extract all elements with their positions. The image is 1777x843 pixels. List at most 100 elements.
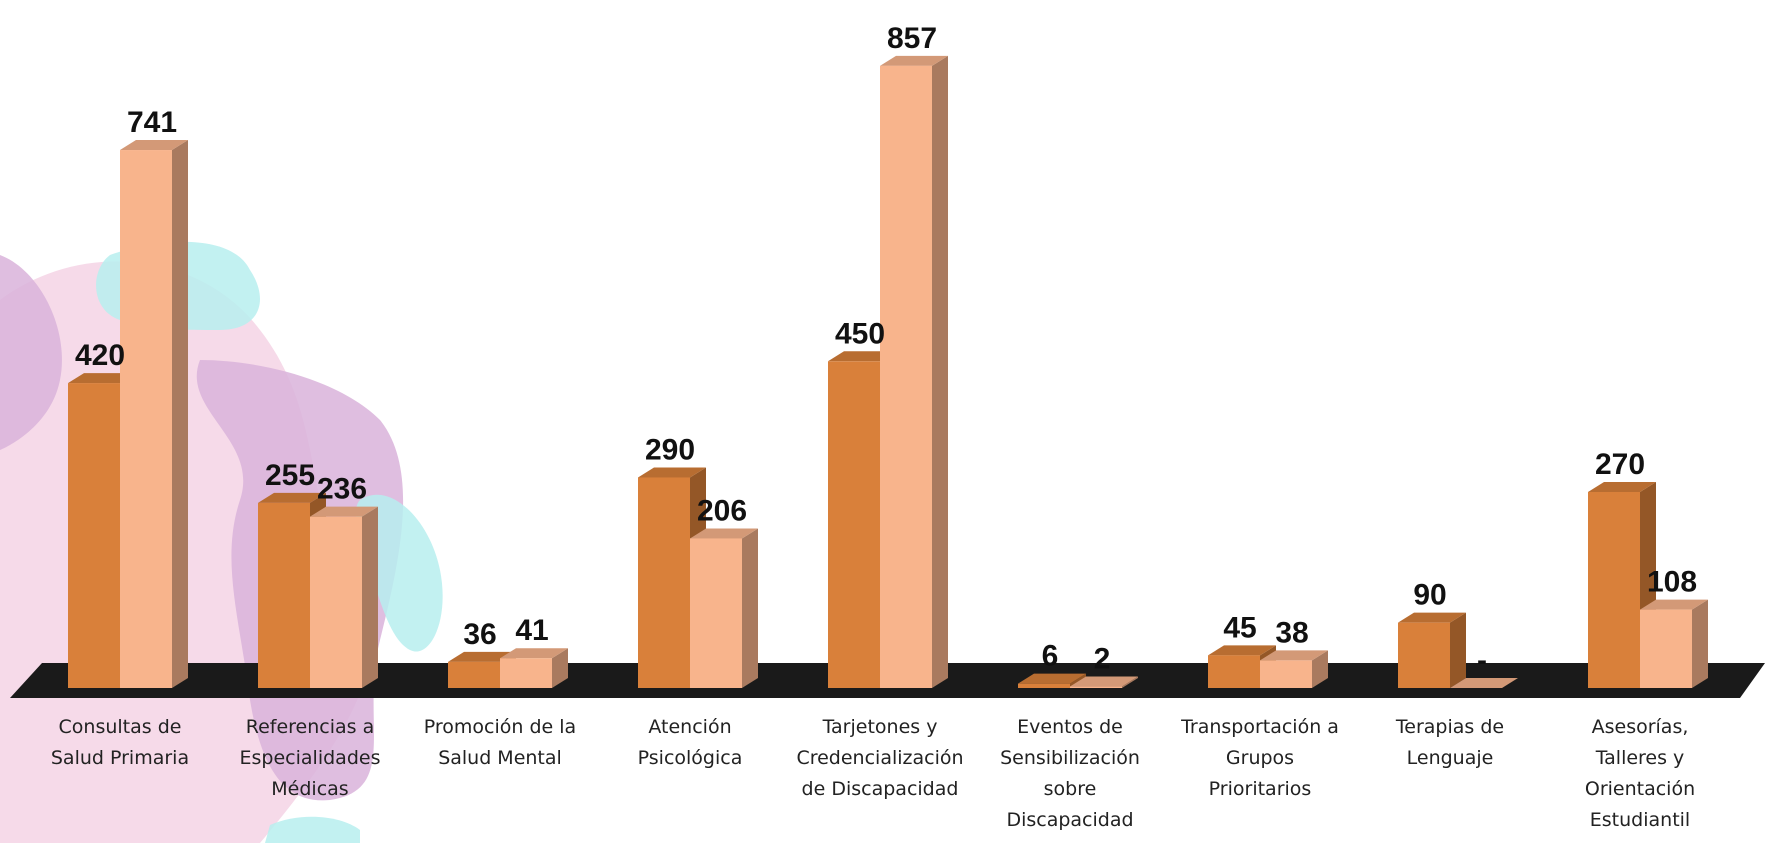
category-label-line: Salud Primaria [51,747,189,769]
bar-side [552,648,568,688]
category-label-line: Estudiantil [1590,809,1690,831]
category-label-line: Especialidades [240,747,381,769]
data-label: 255 [265,459,315,492]
category-label-line: Referencias a [246,716,375,738]
bar-top [690,528,758,539]
bar-side [1692,599,1708,688]
category-label: Consultas de Salud Primaria [51,716,189,769]
bar-top [1070,676,1138,687]
bar-4-series-1 [880,55,948,689]
bar-front [1260,660,1312,688]
category-label: Transportación a Grupos Prioritarios [1180,716,1339,800]
purple-blob [0,255,62,450]
data-label: 290 [645,433,695,466]
bar-front [120,150,172,688]
bar-front [310,516,362,688]
category-label-line: Sensibilización [1000,747,1140,769]
bar-front [258,502,310,688]
category-label-line: Consultas de [59,716,182,738]
bar-front [1018,683,1070,688]
category-label-line: Psicológica [638,747,743,769]
data-label: 36 [463,618,496,651]
data-label: 420 [75,339,125,372]
data-label: 41 [515,614,548,647]
bar-top [1588,481,1656,492]
category-label-line: Terapias de [1395,716,1504,738]
category-label-line: Lenguaje [1407,747,1494,769]
bar-front [1588,491,1640,688]
bar-top [638,467,706,478]
category-label: Eventos de Sensibilización sobre Discapacid… [1000,716,1140,831]
data-label: 90 [1413,579,1446,612]
bar-7-series-0 [1398,612,1466,688]
data-label: 857 [887,22,937,55]
category-label-line: Asesorías, [1592,716,1689,738]
bar-front [880,65,932,689]
bar-front [690,538,742,688]
bar-top [1398,612,1466,623]
bar-top [880,55,948,66]
category-label: Promoción de la Salud Mental [424,716,576,769]
category-label-line: Prioritarios [1209,778,1312,800]
bar-6-series-1 [1260,650,1328,688]
category-label-line: Orientación [1585,778,1695,800]
category-label-line: Credencialización [796,747,963,769]
bar-top [1260,650,1328,661]
bar-top [258,492,326,503]
bar-top [1018,673,1086,684]
bar-front [500,658,552,688]
bar-top [828,351,896,362]
bar-top [1208,645,1276,656]
bar-front [1070,686,1122,688]
cyan-blob-3 [265,816,360,843]
data-label: 450 [835,317,885,350]
bar-top [500,648,568,659]
category-label-line: Salud Mental [438,747,562,769]
bar-side [1450,612,1466,688]
data-label: - [1477,644,1487,677]
bar-top [1640,599,1708,610]
data-label: 6 [1042,640,1059,673]
bar-front [638,477,690,688]
category-label-line: Transportación a [1180,716,1339,738]
category-label-line: Grupos [1226,747,1294,769]
category-label-line: Atención [648,716,731,738]
category-label: Asesorías, Talleres y Orientación Estudiant… [1585,716,1695,831]
data-label: 741 [127,106,177,139]
bar-top [448,651,516,662]
category-label: Referencias a Especialidades Médicas [240,716,381,800]
bar-8-series-1 [1640,599,1708,688]
category-label-line: de Discapacidad [802,778,959,800]
data-label: 108 [1647,566,1697,599]
bar-front [1208,655,1260,688]
bar-side [362,506,378,688]
bar-5-series-1 [1070,676,1138,688]
category-label: Terapias de Lenguaje [1395,716,1504,769]
bar-side [932,55,948,689]
bar-top [68,373,136,384]
bar-2-series-1 [500,648,568,688]
bar-top [310,506,378,517]
bar-front [1640,609,1692,688]
bar-side [1122,676,1138,688]
bar-front [68,383,120,688]
bar-side [742,528,758,688]
data-label: 206 [697,494,747,527]
category-label-line: Médicas [271,778,348,800]
bar-3-series-1 [690,528,758,688]
bar-side [172,140,188,688]
bar-0-series-1 [120,140,188,688]
data-label: 45 [1223,611,1256,644]
category-label-line: Talleres y [1595,747,1685,769]
category-label-line: sobre [1044,778,1097,800]
bar-7-series-1 [1450,678,1518,688]
bar-1-series-1 [310,506,378,688]
category-label-line: Tarjetones y [822,716,938,738]
bar-front [828,361,880,688]
data-label: 270 [1595,448,1645,481]
bar-top [1450,678,1518,688]
bar-top [120,140,188,151]
category-label-line: Promoción de la [424,716,576,738]
data-label: 236 [317,473,367,506]
